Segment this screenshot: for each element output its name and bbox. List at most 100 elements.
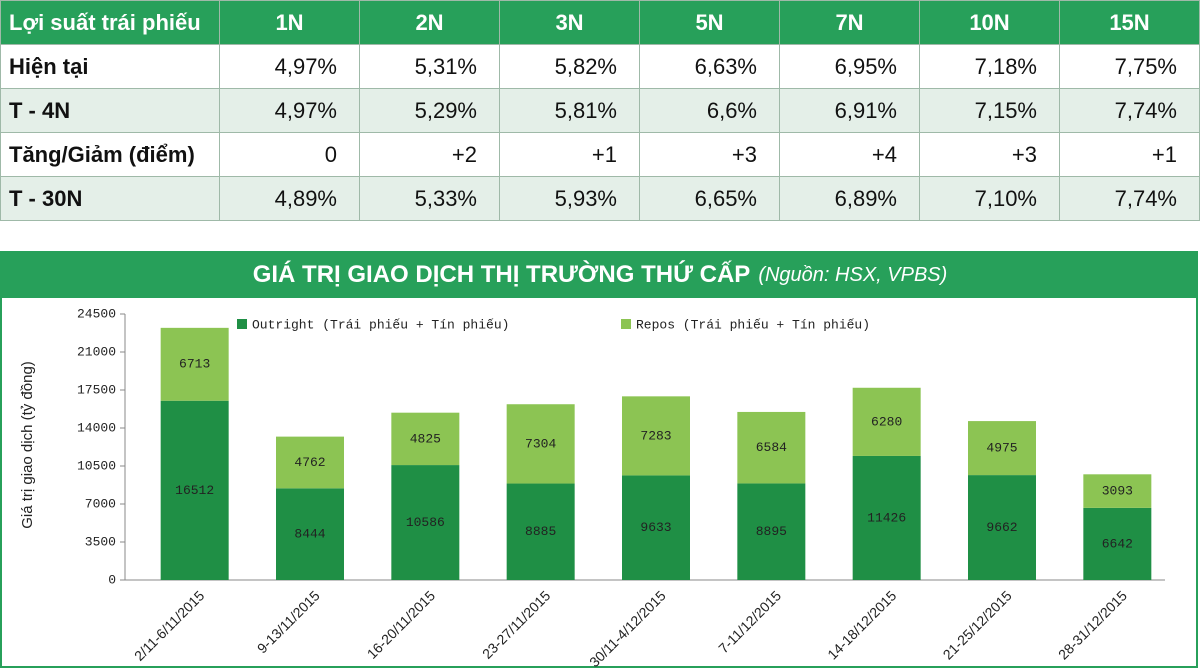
y-tick-label: 17500	[77, 382, 116, 397]
data-label: 16512	[175, 483, 214, 498]
header-cell: 2N	[359, 0, 500, 45]
y-tick-label: 14000	[77, 420, 116, 435]
value-cell: 5,82%	[499, 44, 640, 89]
y-tick-label: 3500	[85, 534, 116, 549]
bar-segment	[506, 404, 575, 484]
bar-segment	[622, 396, 690, 476]
row-label: T - 30N	[0, 176, 220, 221]
chart-title: GIÁ TRỊ GIAO DỊCH THỊ TRƯỜNG THỨ CẤP	[253, 260, 751, 288]
data-label: 3093	[1102, 484, 1133, 499]
value-cell: 6,95%	[779, 44, 920, 89]
bar-segment	[852, 455, 921, 580]
data-label: 6280	[871, 414, 902, 429]
data-label: 4975	[986, 441, 1017, 456]
value-cell: +3	[919, 132, 1060, 177]
table-row: Tăng/Giảm (điểm) 0 +2 +1 +3 +4 +3 +1	[0, 132, 1200, 177]
bar-segment	[737, 483, 806, 580]
data-label: 7304	[525, 436, 556, 451]
bar-segment	[160, 327, 229, 401]
value-cell: 6,89%	[779, 176, 920, 221]
data-label: 8885	[525, 524, 556, 539]
bar-segment	[622, 475, 690, 580]
data-label: 7283	[640, 428, 671, 443]
yield-table: Lợi suất trái phiếu 1N 2N 3N 5N 7N 10N 15N Hiện …	[0, 0, 1200, 221]
value-cell: 7,74%	[1059, 88, 1200, 133]
bar-segment	[391, 412, 460, 466]
y-tick-label: 10500	[77, 458, 116, 473]
value-cell: 0	[219, 132, 360, 177]
title-bar	[1, 252, 1197, 298]
data-label: 10586	[406, 515, 445, 530]
legend-swatch	[237, 319, 247, 329]
data-label: 4825	[410, 431, 441, 446]
table-row: Hiện tại 4,97% 5,31% 5,82% 6,63% 6,95% 7,18% 7,…	[0, 44, 1200, 89]
value-cell: +1	[499, 132, 640, 177]
data-label: 6713	[179, 357, 210, 372]
value-cell: 6,91%	[779, 88, 920, 133]
table-row: T - 30N 4,89% 5,33% 5,93% 6,65% 6,89% 7,10% 7,7…	[0, 176, 1200, 221]
data-label: 6642	[1102, 536, 1133, 551]
value-cell: 5,33%	[359, 176, 500, 221]
value-cell: 6,65%	[639, 176, 780, 221]
x-tick-label: 28-31/12/2015	[1055, 587, 1130, 662]
x-tick-label: 16-20/11/2015	[364, 587, 439, 662]
chart: GIÁ TRỊ GIAO DỊCH THỊ TRƯỜNG THỨ CẤP (Ngu…	[0, 251, 1198, 669]
value-cell: +3	[639, 132, 780, 177]
bar-segment	[852, 387, 921, 456]
bar-segment	[1083, 474, 1152, 508]
data-label: 9633	[640, 520, 671, 535]
y-tick-label: 21000	[77, 344, 116, 359]
value-cell: 5,29%	[359, 88, 500, 133]
x-tick-label: 30/11-4/12/2015	[586, 587, 669, 669]
bar-segment	[1083, 507, 1152, 580]
bar-segment	[391, 465, 460, 580]
row-label: Hiện tại	[0, 44, 220, 89]
data-label: 11426	[867, 510, 906, 525]
legend-swatch	[621, 319, 631, 329]
table-row: T - 4N 4,97% 5,29% 5,81% 6,6% 6,91% 7,15% 7,74%	[0, 88, 1200, 133]
x-tick-label: 21-25/12/2015	[940, 587, 1015, 662]
bar-segment	[968, 421, 1036, 476]
row-label: T - 4N	[0, 88, 220, 133]
x-tick-label: 23-27/11/2015	[479, 587, 554, 662]
bar-segment	[276, 488, 344, 580]
header-row: Lợi suất trái phiếu 1N 2N 3N 5N 7N 10N 15N	[0, 0, 1200, 45]
bar-segment	[160, 400, 229, 580]
y-axis-label: Giá trị giao dịch (tỷ đồng)	[19, 361, 36, 529]
value-cell: +1	[1059, 132, 1200, 177]
data-label: 9662	[986, 520, 1017, 535]
value-cell: 7,18%	[919, 44, 1060, 89]
chart-heading: GIÁ TRỊ GIAO DỊCH THỊ TRƯỜNG THỨ CẤP (Ngu…	[253, 260, 948, 288]
value-cell: 7,10%	[919, 176, 1060, 221]
chart-subtitle: (Nguồn: HSX, VPBS)	[758, 264, 947, 286]
legend-label: Repos (Trái phiếu + Tín phiếu)	[636, 317, 870, 332]
y-tick-label: 0	[108, 572, 116, 587]
value-cell: 7,75%	[1059, 44, 1200, 89]
header-cell: 1N	[219, 0, 360, 45]
value-cell: 7,74%	[1059, 176, 1200, 221]
header-cell: 7N	[779, 0, 920, 45]
data-label: 4762	[294, 455, 325, 470]
header-cell: 15N	[1059, 0, 1200, 45]
value-cell: 5,81%	[499, 88, 640, 133]
value-cell: 5,93%	[499, 176, 640, 221]
x-tick-label: 7-11/12/2015	[715, 587, 784, 656]
x-tick-label: 14-18/12/2015	[824, 587, 899, 662]
value-cell: 7,15%	[919, 88, 1060, 133]
row-label: Tăng/Giảm (điểm)	[0, 132, 220, 177]
x-tick-label: 2/11-6/11/2015	[131, 587, 208, 664]
header-cell: Lợi suất trái phiếu	[0, 0, 220, 45]
x-tick-label: 9-13/11/2015	[254, 587, 323, 656]
legend-label: Outright (Trái phiếu + Tín phiếu)	[252, 317, 509, 332]
value-cell: +4	[779, 132, 920, 177]
header-cell: 3N	[499, 0, 640, 45]
value-cell: 4,97%	[219, 88, 360, 133]
bar-segment	[737, 411, 806, 484]
value-cell: 6,63%	[639, 44, 780, 89]
value-cell: 5,31%	[359, 44, 500, 89]
value-cell: 4,89%	[219, 176, 360, 221]
data-label: 8444	[294, 527, 325, 542]
bar-segment	[506, 483, 575, 580]
value-cell: 6,6%	[639, 88, 780, 133]
